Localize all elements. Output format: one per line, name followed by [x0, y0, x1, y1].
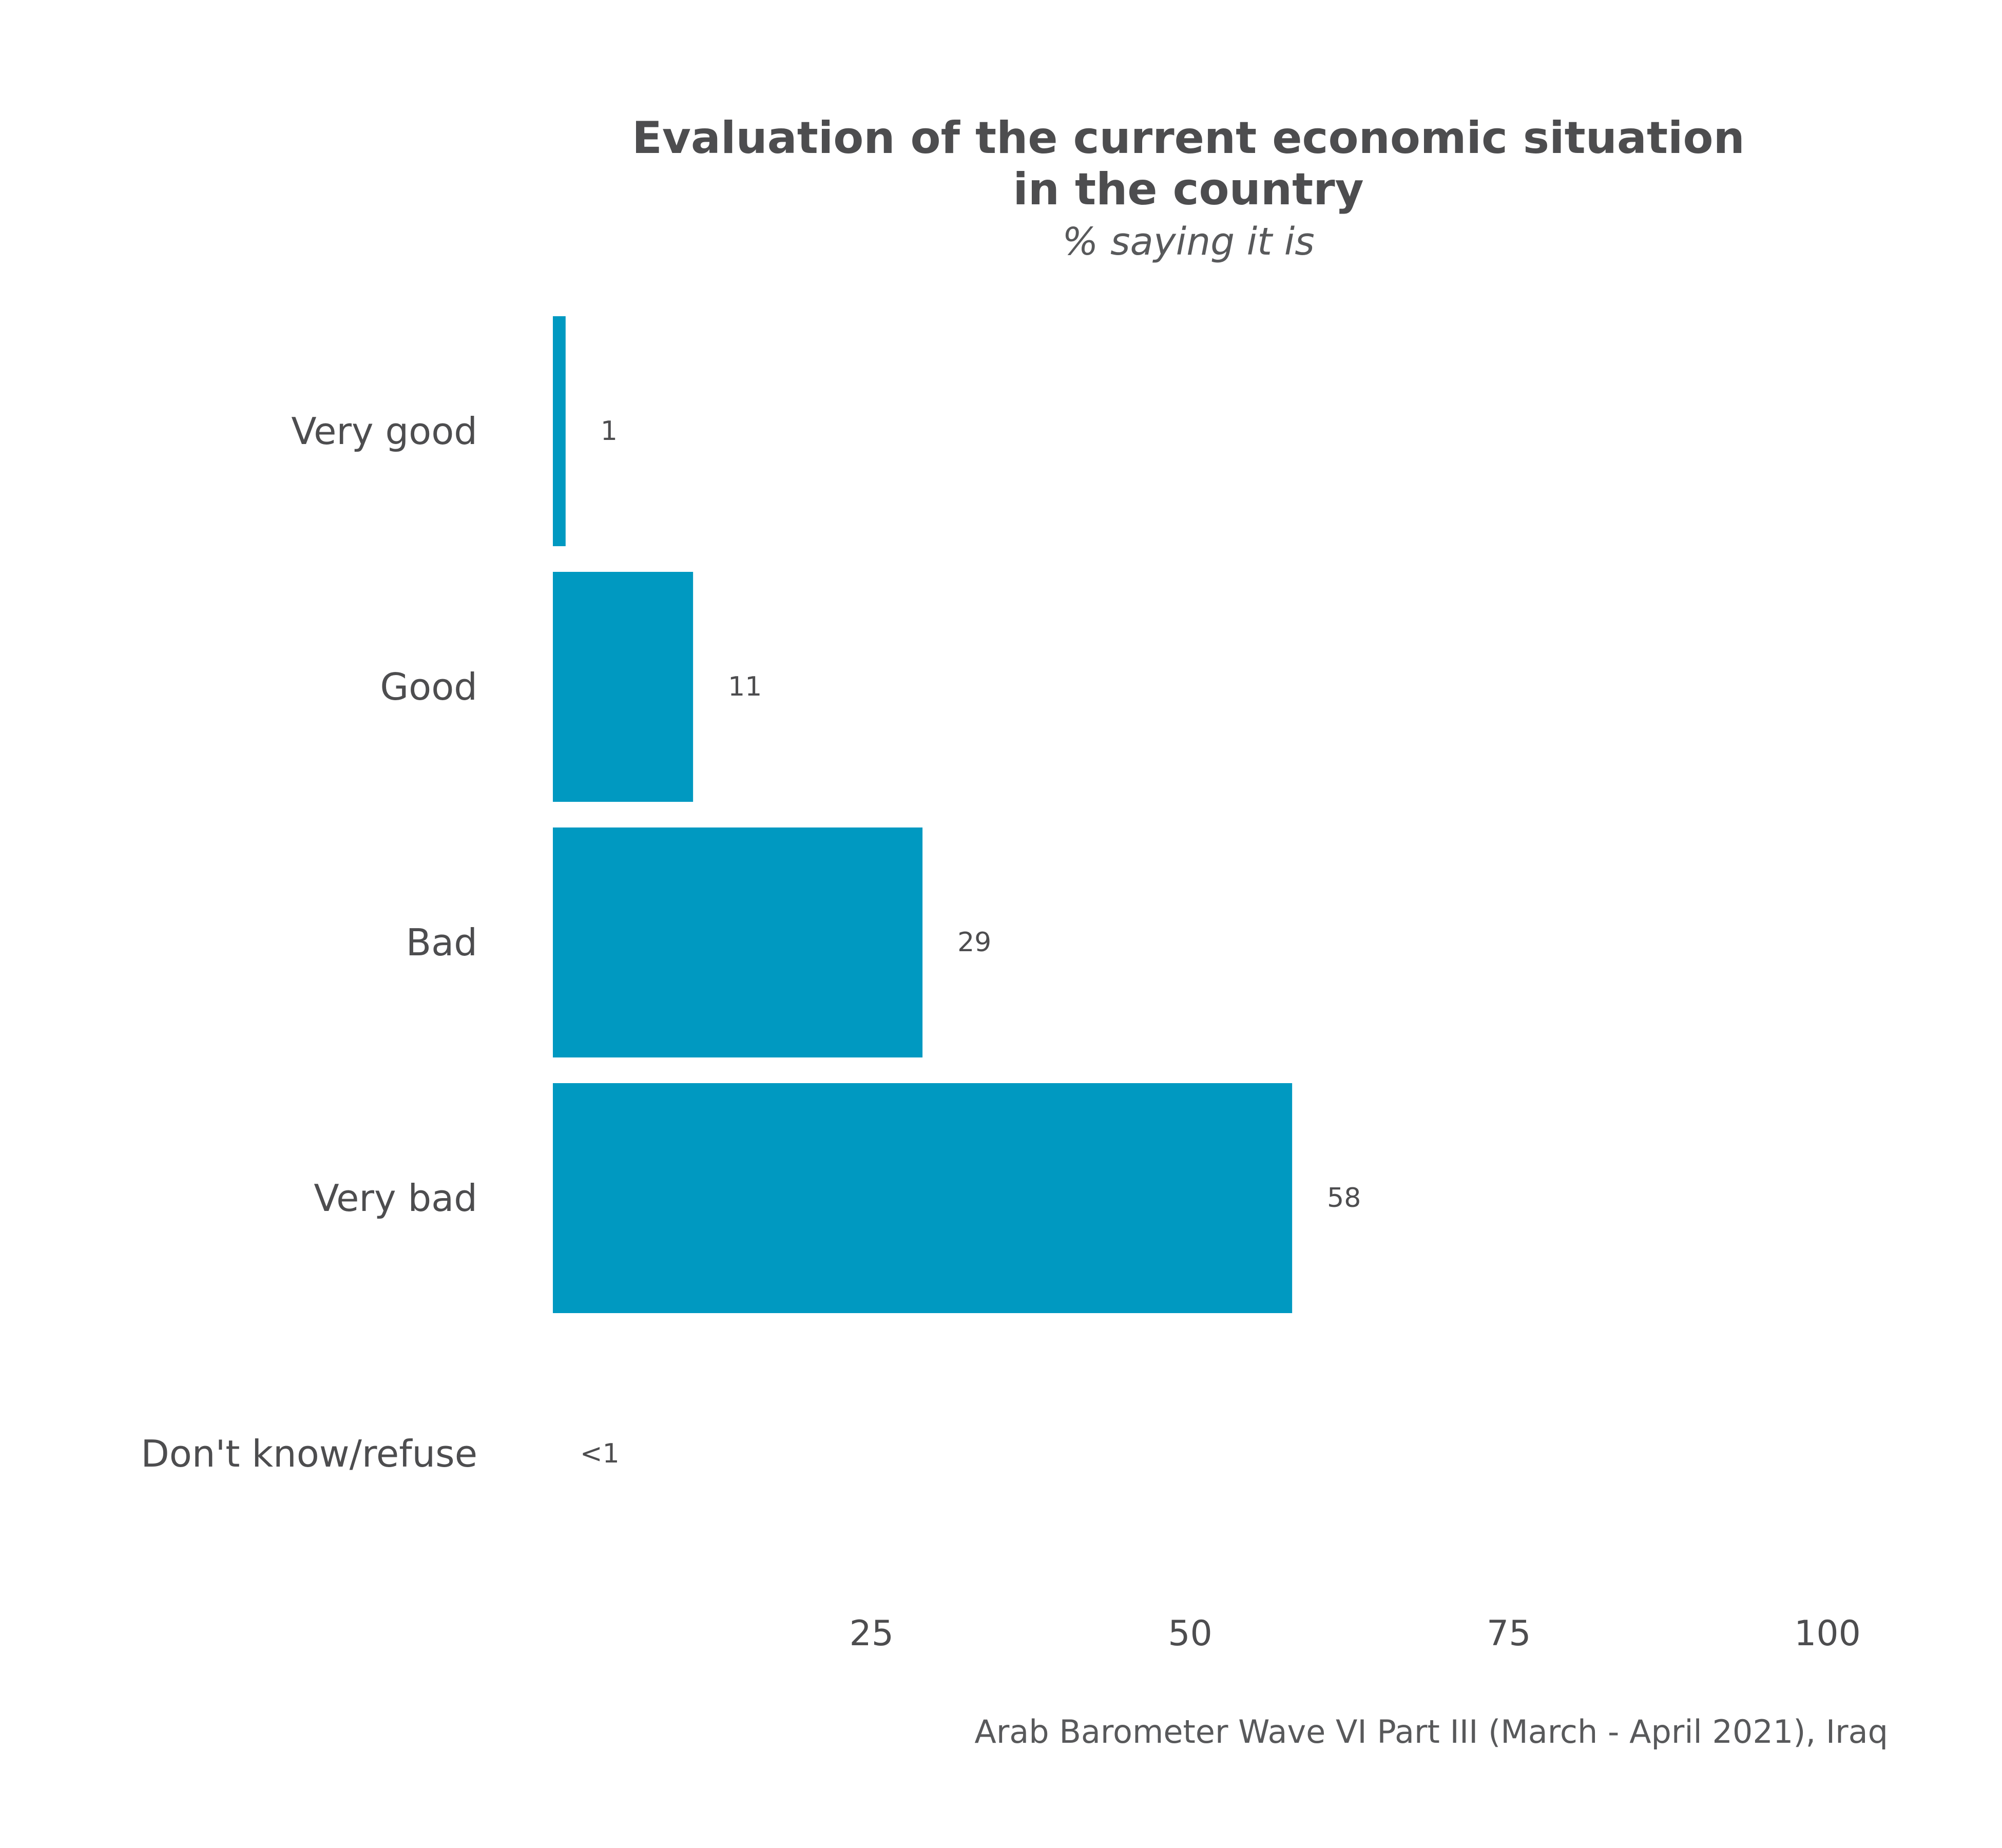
value-label-good: 11 — [728, 671, 762, 702]
value-label-very-bad: 58 — [1327, 1183, 1361, 1214]
category-label-good: Good — [380, 665, 477, 708]
bar-very-good — [553, 316, 566, 546]
category-labels-layer: Very good Good Bad Very bad Don't know/refus… — [141, 410, 477, 1475]
category-label-bad: Bad — [406, 921, 477, 964]
category-label-don-t-know-refuse: Don't know/refuse — [141, 1432, 477, 1475]
chart-subtitle: % saying it is — [1062, 220, 1315, 264]
x-tick-label-75: 75 — [1487, 1613, 1531, 1654]
value-label-very-good: 1 — [601, 416, 618, 447]
category-label-very-good: Very good — [291, 410, 477, 453]
category-label-very-bad: Very bad — [314, 1177, 477, 1220]
value-label-don-t-know-refuse: <1 — [580, 1438, 620, 1469]
bar-very-bad — [553, 1083, 1293, 1313]
bar-good — [553, 572, 694, 802]
x-tick-label-25: 25 — [849, 1613, 894, 1654]
x-tick-label-50: 50 — [1168, 1613, 1212, 1654]
bars-layer — [553, 316, 1293, 1313]
bar-bad — [553, 827, 923, 1057]
x-tick-label-100: 100 — [1794, 1613, 1861, 1654]
value-label-bad: 29 — [957, 927, 991, 958]
chart-title-line-2: in the country — [1013, 164, 1363, 215]
x-axis-ticks: 25 50 75 100 — [849, 1613, 1860, 1654]
chart-title-line-1: Evaluation of the current economic situa… — [632, 112, 1745, 164]
chart-caption: Arab Barometer Wave VI Part III (March -… — [974, 1713, 1888, 1750]
